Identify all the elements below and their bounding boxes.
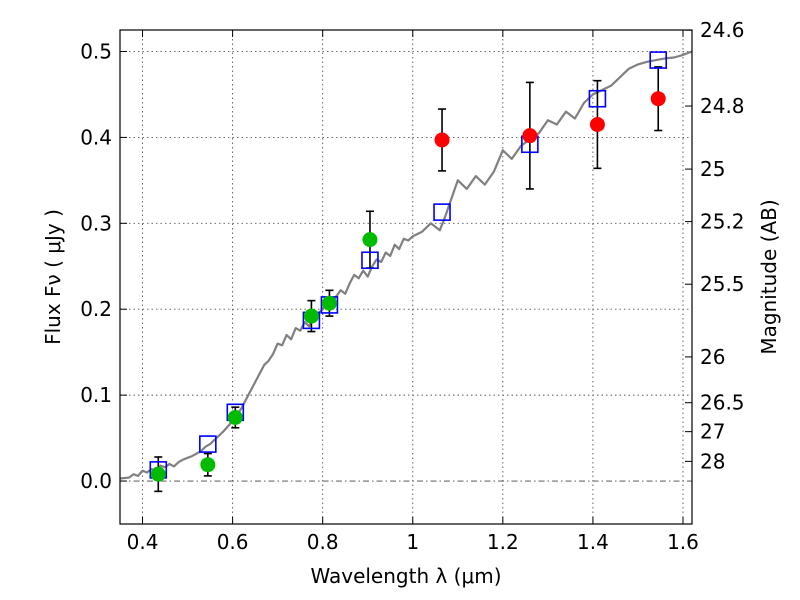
x-tick-label: 0.4 xyxy=(127,530,159,554)
x-tick-label: 0.8 xyxy=(307,530,339,554)
model-spectrum-line xyxy=(119,50,693,480)
x-tick-label: 1.6 xyxy=(667,530,699,554)
y2-axis-label: Magnitude (AB) xyxy=(757,199,781,354)
y2-tick-label: 27 xyxy=(700,420,725,444)
y2-tick-label: 24.8 xyxy=(700,94,745,118)
y-tick-label: 0.5 xyxy=(80,39,112,63)
model-photometry-marker xyxy=(199,435,217,453)
x-tick-label: 1 xyxy=(406,530,419,554)
model-photometry-marker xyxy=(361,251,379,270)
model-photometry-marker xyxy=(588,89,607,108)
series-lines xyxy=(119,50,693,480)
y2-tick-label: 28 xyxy=(700,449,725,473)
infrared-data-point xyxy=(589,117,605,133)
x-tick-label: 1.4 xyxy=(577,530,609,554)
x-tick-label: 0.6 xyxy=(217,530,249,554)
optical-data-point xyxy=(362,232,378,248)
optical-data-point xyxy=(303,308,319,324)
x-axis-label: Wavelength λ (μm) xyxy=(310,564,501,588)
y2-tick-label: 26.5 xyxy=(700,391,745,415)
y-axis-label: Flux Fν ( μJy ) xyxy=(41,209,65,345)
y-tick-label: 0.0 xyxy=(80,469,112,493)
axis-ticks: 0.4 0.6 0.8 1 1.2 1.4 1.6 0.0 0.1 0.2 0.3 0.4 0.5 24.… xyxy=(80,18,744,554)
series-markers xyxy=(149,51,668,482)
x-tick-label: 1.2 xyxy=(487,530,519,554)
plot-frame xyxy=(119,29,693,525)
infrared-data-point xyxy=(522,128,538,144)
y2-tick-label: 24.6 xyxy=(700,18,745,42)
infrared-data-point xyxy=(434,132,450,148)
y-tick-label: 0.1 xyxy=(80,383,112,407)
optical-data-point xyxy=(200,457,216,473)
y2-tick-label: 26 xyxy=(700,345,725,369)
y2-tick-label: 25.2 xyxy=(700,210,745,234)
infrared-data-point xyxy=(650,91,666,107)
y-tick-label: 0.3 xyxy=(80,211,112,235)
y2-tick-label: 25 xyxy=(700,157,725,181)
model-photometry-marker xyxy=(433,203,451,221)
optical-data-point xyxy=(227,409,243,425)
optical-data-point xyxy=(321,295,337,311)
optical-data-point xyxy=(150,466,166,482)
grid xyxy=(120,30,692,524)
model-photometry-marker xyxy=(649,51,668,69)
y-tick-label: 0.4 xyxy=(80,125,112,149)
y-tick-label: 0.2 xyxy=(80,297,112,321)
y2-tick-label: 25.5 xyxy=(700,272,745,296)
